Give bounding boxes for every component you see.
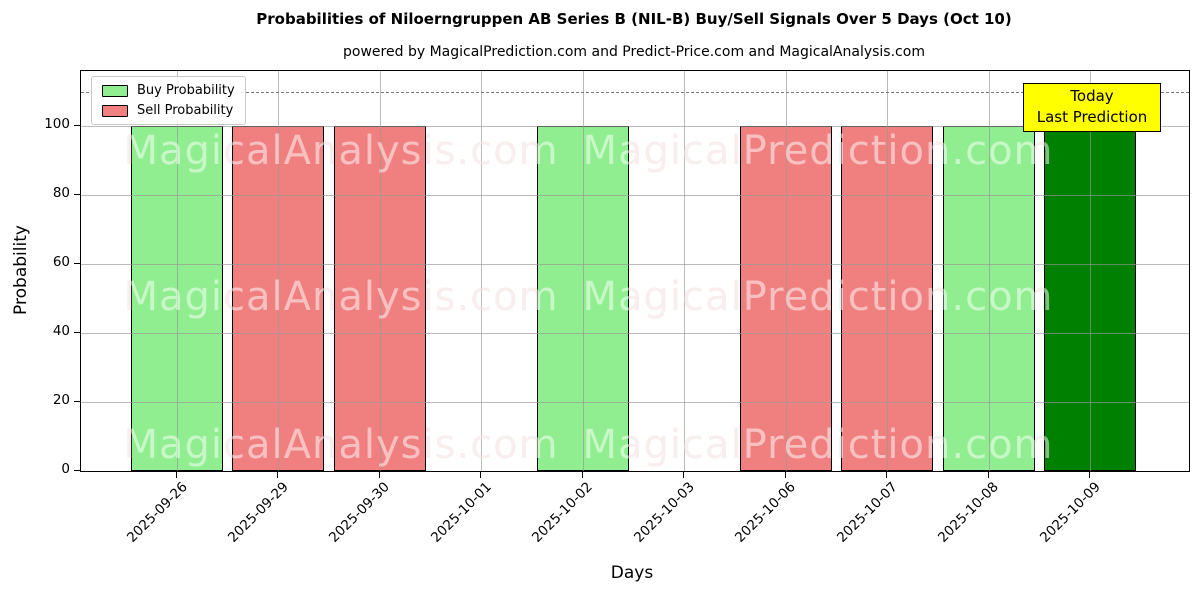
- x-tick: [1088, 471, 1090, 478]
- v-gridline: [177, 71, 178, 471]
- v-gridline: [481, 71, 483, 471]
- y-tick: [74, 125, 80, 127]
- x-tick: [683, 471, 685, 478]
- chart-title: Probabilities of Niloerngruppen AB Serie…: [256, 10, 1012, 28]
- y-tick: [74, 332, 80, 334]
- x-tick-label: 2025-10-01: [427, 479, 495, 546]
- h-gridline: [81, 402, 1189, 404]
- y-tick-label: 100: [44, 116, 70, 133]
- y-tick-label: 40: [52, 323, 70, 340]
- threshold-dashed-line: [81, 91, 1189, 93]
- annotation-line-1: Today: [1070, 87, 1114, 105]
- x-tick: [987, 471, 989, 478]
- v-gridline: [684, 71, 686, 471]
- y-tick-label: 0: [61, 461, 70, 477]
- v-gridline: [582, 71, 584, 471]
- h-gridline: [81, 264, 1189, 266]
- x-tick-label: 2025-10-08: [935, 479, 1002, 546]
- watermark-text: MagicalPrediction.com: [582, 274, 1054, 320]
- h-gridline: [81, 195, 1189, 197]
- x-tick-label: 2025-09-26: [123, 479, 191, 546]
- x-tick-label: 2025-10-07: [833, 479, 901, 546]
- legend: Buy Probability Sell Probability: [91, 76, 246, 125]
- y-tick: [74, 470, 80, 471]
- x-tick-label: 2025-09-29: [224, 479, 292, 546]
- x-tick: [378, 471, 380, 478]
- v-gridline: [379, 71, 381, 471]
- x-tick-label: 2025-10-03: [630, 479, 698, 546]
- watermark-text: MagicalAnalysis.com: [123, 422, 559, 468]
- legend-swatch: [102, 104, 128, 117]
- x-tick: [886, 471, 888, 478]
- v-gridline: [785, 71, 787, 471]
- h-gridline: [81, 126, 1189, 128]
- watermark-text: MagicalAnalysis.com: [123, 274, 559, 320]
- x-tick-label: 2025-10-09: [1036, 479, 1104, 546]
- legend-item: Buy Probability: [102, 83, 235, 98]
- legend-swatch: [102, 84, 128, 97]
- x-tick: [581, 471, 583, 478]
- legend-item: Sell Probability: [102, 103, 235, 118]
- x-tick: [277, 471, 279, 478]
- x-tick-label: 2025-10-02: [529, 479, 597, 546]
- v-gridline: [278, 71, 280, 471]
- watermark-text: MagicalAnalysis.com: [123, 128, 559, 174]
- x-tick: [784, 471, 786, 478]
- y-tick: [74, 263, 80, 265]
- y-tick-label: 80: [52, 185, 70, 202]
- y-tick-label: 60: [52, 254, 70, 271]
- annotation-line-2: Last Prediction: [1036, 108, 1148, 126]
- y-tick: [74, 194, 80, 196]
- watermark-text: MagicalPrediction.com: [582, 128, 1054, 174]
- h-gridline: [81, 333, 1189, 335]
- y-tick: [74, 401, 80, 403]
- x-tick-label: 2025-10-06: [732, 479, 799, 546]
- x-tick: [176, 471, 177, 478]
- v-gridline: [988, 71, 990, 471]
- x-axis-label: Days: [610, 563, 654, 583]
- watermark-text: MagicalPrediction.com: [582, 422, 1054, 468]
- chart-subtitle: powered by MagicalPrediction.com and Pre…: [343, 44, 925, 60]
- y-tick-label: 20: [52, 392, 70, 409]
- legend-label: Sell Probability: [137, 103, 234, 118]
- plot-area: Buy Probability Sell Probability Today La…: [80, 70, 1190, 472]
- x-tick-label: 2025-09-30: [326, 479, 394, 546]
- legend-label: Buy Probability: [137, 83, 235, 98]
- x-tick: [480, 471, 482, 478]
- today-annotation-box: Today Last Prediction: [1023, 83, 1161, 132]
- v-gridline: [1089, 71, 1091, 471]
- v-gridline: [887, 71, 889, 471]
